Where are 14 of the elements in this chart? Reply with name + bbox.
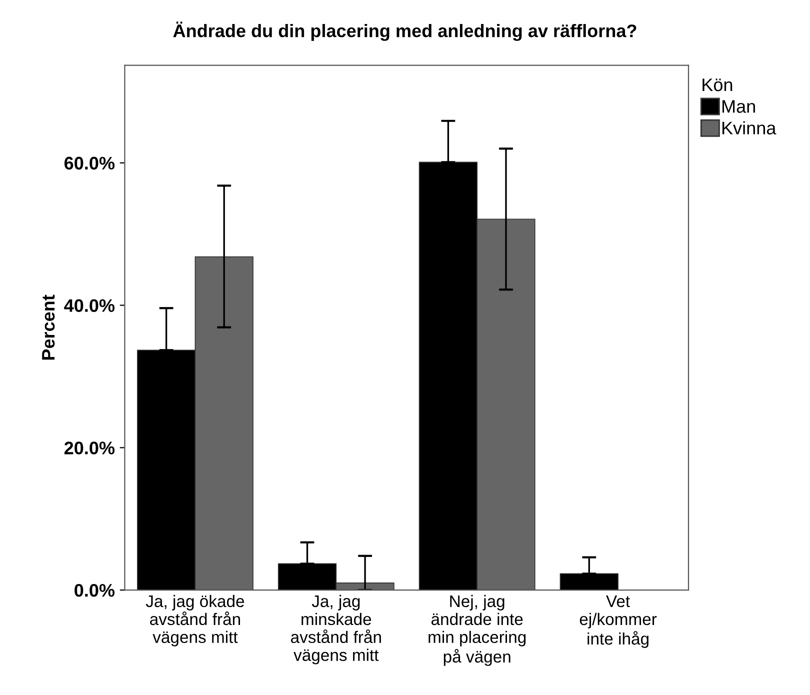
chart-title: Ändrade du din placering med anledning av räfflorna? — [173, 22, 636, 41]
legend-label: Man — [722, 100, 755, 113]
y-tick-label: 40.0% — [64, 299, 115, 312]
x-tick-label: Vet ej/kommer inte ihåg — [580, 596, 657, 648]
bar — [560, 573, 618, 590]
x-tick-label: Nej, jag ändrade inte min placering på vägen — [428, 594, 526, 666]
legend-title: Kön — [702, 78, 732, 92]
x-tick-label: Ja, jag minskade avstånd från vägens mitt — [291, 594, 381, 664]
legend-label: Kvinna — [722, 121, 776, 134]
y-tick-label: 20.0% — [64, 442, 115, 454]
y-axis-title: Percent — [42, 294, 55, 360]
x-tick-label: Ja, jag ökade avstånd från vägens mitt — [146, 594, 244, 646]
y-tick-label: 60.0% — [64, 156, 115, 170]
y-tick-label: 0.0% — [74, 584, 115, 597]
